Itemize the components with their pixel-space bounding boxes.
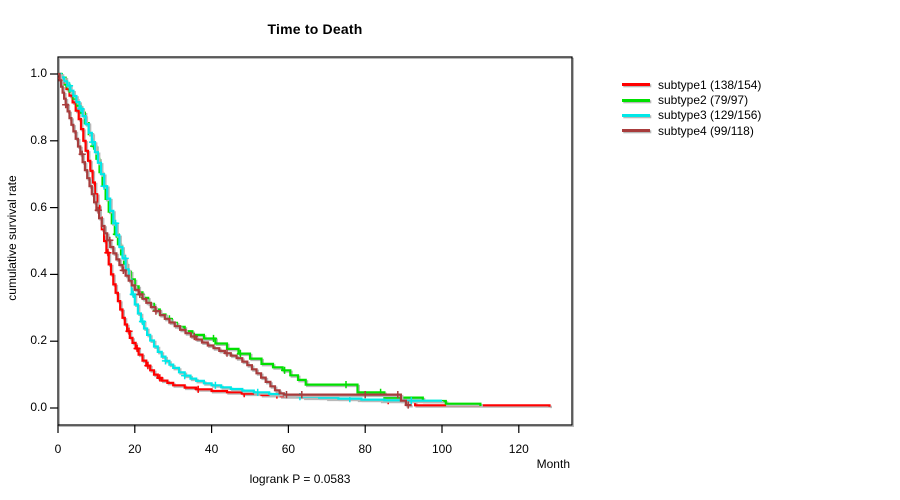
y-tick-label: 0.8 bbox=[30, 132, 47, 147]
legend-line-swatch-subtype2 bbox=[622, 98, 650, 102]
chart-title: Time to Death bbox=[267, 21, 363, 37]
legend-line-swatch-subtype4 bbox=[622, 129, 650, 133]
x-tick-label: 0 bbox=[54, 442, 62, 456]
legend-label-subtype4: subtype4 (99/118) bbox=[658, 123, 754, 138]
legend-label-subtype2: subtype2 (79/97) bbox=[658, 93, 749, 108]
survival-curve-subtype3 bbox=[58, 72, 442, 402]
x-tick-label: 20 bbox=[128, 442, 142, 456]
y-tick-label: 0.6 bbox=[30, 199, 47, 214]
y-tick-label: 0.0 bbox=[30, 400, 47, 414]
survival-curve-subtype4 bbox=[58, 72, 412, 407]
x-tick-label: 100 bbox=[431, 442, 453, 456]
censor-marks-subtype3 bbox=[65, 82, 415, 405]
curve-shadow-subtype2 bbox=[59, 74, 483, 408]
legend-item-subtype4: subtype4 (99/118) bbox=[622, 123, 761, 138]
y-tick-label: 0.4 bbox=[30, 266, 47, 281]
survival-curve-subtype1 bbox=[58, 72, 551, 407]
legend-item-subtype2: subtype2 (79/97) bbox=[622, 92, 761, 107]
legend-line-swatch-subtype1 bbox=[622, 83, 650, 87]
legend-label-subtype1: subtype1 (138/154) bbox=[658, 77, 762, 92]
x-axis-unit-label: Month bbox=[536, 457, 570, 471]
censor-marks-subtype2 bbox=[62, 81, 385, 396]
y-tick-label: 1.0 bbox=[30, 66, 47, 80]
legend-item-subtype1: subtype1 (138/154) bbox=[622, 77, 761, 92]
x-tick-label: 40 bbox=[204, 442, 219, 456]
censor-marks-subtype4 bbox=[62, 101, 412, 409]
curve-shadow-subtype1 bbox=[59, 74, 552, 409]
x-tick-label: 80 bbox=[358, 442, 372, 456]
legend-label-subtype3: subtype3 (129/156) bbox=[658, 108, 762, 123]
plot-box bbox=[57, 56, 573, 426]
x-tick-label: 120 bbox=[508, 442, 529, 456]
logrank-annotation: logrank P = 0.0583 bbox=[249, 472, 351, 486]
legend-item-subtype3: subtype3 (129/156) bbox=[622, 108, 761, 123]
plot-box-shadow bbox=[58, 57, 575, 428]
legend: subtype1 (138/154) subtype2 (79/97) subtyp… bbox=[622, 77, 761, 139]
legend-line-swatch-subtype3 bbox=[622, 113, 650, 117]
x-tick-label: 60 bbox=[281, 442, 296, 456]
y-tick-label: 0.2 bbox=[30, 333, 47, 348]
